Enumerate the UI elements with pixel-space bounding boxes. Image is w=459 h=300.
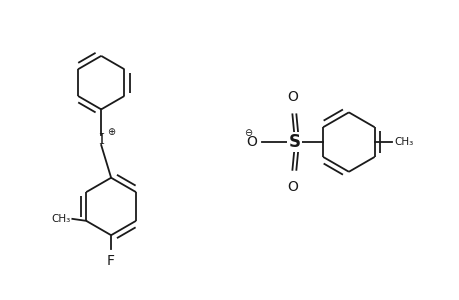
Text: O: O — [246, 135, 256, 149]
Text: S: S — [288, 133, 300, 151]
Text: O: O — [286, 180, 297, 194]
Text: ⊖: ⊖ — [243, 128, 252, 138]
Text: O: O — [286, 90, 297, 104]
Text: I: I — [98, 133, 104, 147]
Text: ⊕: ⊕ — [107, 127, 115, 137]
Text: CH₃: CH₃ — [51, 214, 70, 224]
Text: CH₃: CH₃ — [393, 137, 413, 147]
Text: F: F — [107, 254, 115, 268]
